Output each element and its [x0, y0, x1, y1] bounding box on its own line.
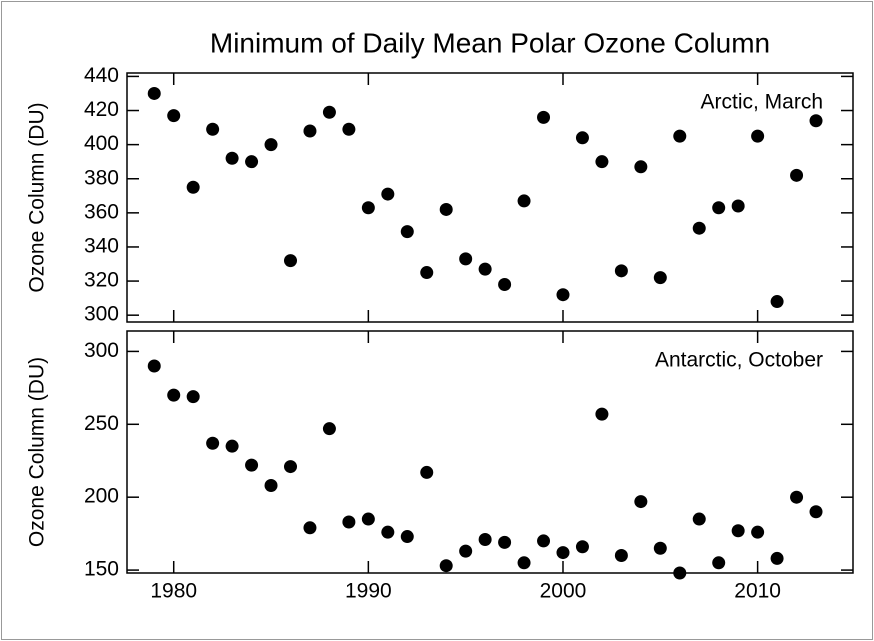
marker: [692, 221, 706, 235]
marker: [167, 109, 181, 123]
marker: [673, 129, 687, 143]
marker: [692, 512, 706, 526]
marker: [809, 505, 823, 519]
marker: [167, 388, 181, 402]
marker: [556, 288, 570, 302]
x-tick-label: 2010: [734, 580, 781, 603]
x-tick-label: 2000: [540, 580, 587, 603]
marker: [751, 129, 765, 143]
marker: [459, 252, 473, 266]
marker: [770, 551, 784, 565]
marker: [653, 541, 667, 555]
marker: [381, 187, 395, 201]
marker: [283, 254, 297, 268]
marker: [381, 525, 395, 539]
marker: [303, 521, 317, 535]
x-tick-label: 1990: [345, 580, 392, 603]
marker: [614, 264, 628, 278]
y-tick-label: 250: [84, 412, 119, 435]
y-tick-label: 200: [84, 485, 119, 508]
marker: [283, 460, 297, 474]
marker: [225, 151, 239, 165]
marker: [322, 422, 336, 436]
marker: [498, 535, 512, 549]
x-tick-label: 1980: [150, 580, 197, 603]
y-tick-label: 320: [84, 269, 119, 292]
marker: [712, 556, 726, 570]
marker: [712, 201, 726, 215]
marker: [498, 277, 512, 291]
plot-frame: [126, 330, 854, 574]
marker: [206, 436, 220, 450]
marker: [673, 566, 687, 580]
marker: [478, 532, 492, 546]
marker: [186, 180, 200, 194]
marker: [420, 266, 434, 280]
marker: [225, 439, 239, 453]
marker: [731, 199, 745, 213]
marker: [790, 490, 804, 504]
marker: [517, 556, 531, 570]
marker: [575, 540, 589, 554]
marker: [439, 559, 453, 573]
marker: [537, 110, 551, 124]
y-axis-label: Ozone Column (DU): [26, 102, 49, 292]
marker: [575, 131, 589, 145]
chart-title: Minimum of Daily Mean Polar Ozone Column: [210, 27, 770, 58]
y-tick-label: 300: [84, 303, 119, 326]
annotation: Antarctic, October: [655, 349, 823, 372]
marker: [517, 194, 531, 208]
marker: [322, 105, 336, 119]
y-tick-label: 420: [84, 98, 119, 121]
marker: [420, 465, 434, 479]
plot-frame: [126, 72, 854, 323]
y-tick-label: 300: [84, 339, 119, 362]
marker: [634, 495, 648, 509]
marker: [459, 544, 473, 558]
y-tick-label: 380: [84, 166, 119, 189]
marker: [342, 515, 356, 529]
marker: [147, 86, 161, 100]
y-tick-label: 150: [84, 558, 119, 581]
marker: [264, 479, 278, 493]
marker: [537, 534, 551, 548]
marker: [439, 202, 453, 216]
y-tick-label: 400: [84, 132, 119, 155]
marker: [245, 458, 259, 472]
marker: [400, 530, 414, 544]
annotation: Arctic, March: [700, 91, 823, 114]
marker: [653, 271, 667, 285]
marker: [751, 525, 765, 539]
marker: [361, 512, 375, 526]
marker: [556, 546, 570, 560]
marker: [147, 359, 161, 373]
marker: [400, 225, 414, 239]
marker: [790, 168, 804, 182]
marker: [731, 524, 745, 538]
y-tick-label: 440: [84, 64, 119, 87]
marker: [264, 138, 278, 152]
marker: [245, 155, 259, 169]
marker: [595, 407, 609, 421]
marker: [206, 122, 220, 136]
y-tick-label: 340: [84, 235, 119, 258]
y-tick-label: 360: [84, 200, 119, 223]
marker: [478, 262, 492, 276]
marker: [342, 122, 356, 136]
marker: [614, 549, 628, 563]
marker: [770, 295, 784, 309]
marker: [361, 201, 375, 215]
marker: [303, 124, 317, 138]
marker: [809, 114, 823, 128]
marker: [634, 160, 648, 174]
marker: [595, 155, 609, 169]
y-axis-label: Ozone Column (DU): [26, 357, 49, 547]
marker: [186, 390, 200, 404]
